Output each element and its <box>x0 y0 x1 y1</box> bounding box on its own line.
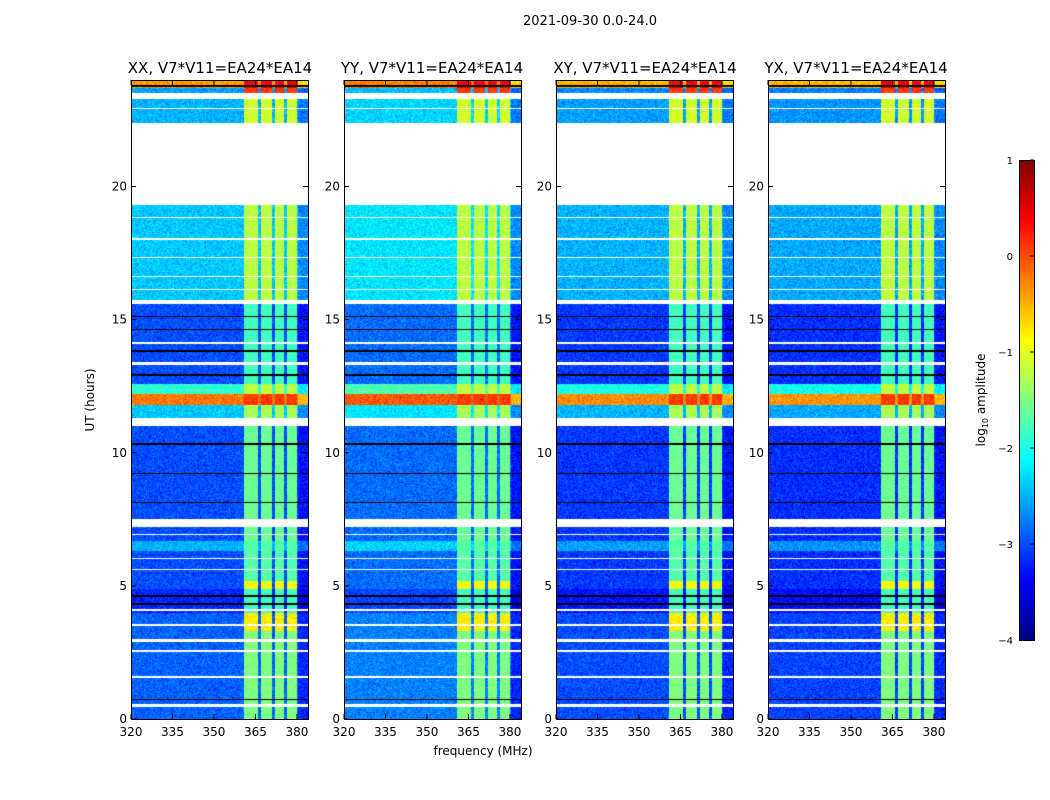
colorbar <box>1019 160 1034 640</box>
x-tick-label: 380 <box>710 725 733 739</box>
x-tick-label: 320 <box>545 725 568 739</box>
y-tick-label: 10 <box>325 446 340 460</box>
x-tick-label: 365 <box>457 725 480 739</box>
x-tick-label: 365 <box>881 725 904 739</box>
x-tick-label: 365 <box>244 725 267 739</box>
x-tick-label: 335 <box>374 725 397 739</box>
spectrogram-panel-1 <box>344 80 521 719</box>
panel-title-yy: YY, V7*V11=EA24*EA14 <box>340 59 524 77</box>
y-tick-label: 15 <box>112 313 127 327</box>
colorbar-tick-label: 0 <box>1007 252 1013 263</box>
x-axis-label: frequency (MHz) <box>433 744 533 758</box>
colorbar-tick-label: −1 <box>998 348 1013 359</box>
x-tick-label: 350 <box>203 725 226 739</box>
spectrogram-panel-3 <box>768 80 945 719</box>
y-tick-label: 0 <box>119 712 127 726</box>
y-tick-label: 10 <box>749 446 764 460</box>
panel-frame <box>768 80 946 720</box>
y-tick-label: 0 <box>756 712 764 726</box>
y-tick-label: 20 <box>112 180 127 194</box>
y-tick-label: 20 <box>749 180 764 194</box>
y-tick-label: 0 <box>544 712 552 726</box>
panel-title-xx: XX, V7*V11=EA24*EA14 <box>127 59 313 77</box>
x-tick-label: 350 <box>628 725 651 739</box>
y-tick-label: 20 <box>325 180 340 194</box>
colorbar-tick-label: 1 <box>1007 156 1013 167</box>
x-tick-label: 365 <box>669 725 692 739</box>
x-tick-label: 320 <box>333 725 356 739</box>
y-tick-label: 5 <box>544 579 552 593</box>
colorbar-tick-label: −4 <box>998 636 1013 647</box>
spectrogram-panel-0 <box>131 80 308 719</box>
colorbar-frame <box>1019 160 1035 641</box>
y-tick-label: 5 <box>119 579 127 593</box>
y-tick-label: 5 <box>332 579 340 593</box>
panel-title-yx: YX, V7*V11=EA24*EA14 <box>764 59 948 77</box>
colorbar-tick-label: −3 <box>998 540 1013 551</box>
x-tick-label: 335 <box>586 725 609 739</box>
panel-frame <box>556 80 734 720</box>
y-tick-label: 0 <box>332 712 340 726</box>
colorbar-tick-label: −2 <box>998 444 1013 455</box>
x-tick-label: 320 <box>120 725 143 739</box>
x-tick-label: 335 <box>161 725 184 739</box>
x-tick-label: 380 <box>498 725 521 739</box>
x-tick-label: 350 <box>416 725 439 739</box>
y-tick-label: 15 <box>749 313 764 327</box>
x-tick-label: 350 <box>840 725 863 739</box>
x-tick-label: 380 <box>285 725 308 739</box>
y-tick-label: 20 <box>537 180 552 194</box>
panel-frame <box>344 80 522 720</box>
y-tick-label: 15 <box>537 313 552 327</box>
x-tick-label: 320 <box>757 725 780 739</box>
x-tick-label: 380 <box>922 725 945 739</box>
y-tick-label: 5 <box>756 579 764 593</box>
x-tick-label: 335 <box>798 725 821 739</box>
figure-title: 2021-09-30 0.0-24.0 <box>523 14 657 29</box>
panel-frame <box>131 80 309 720</box>
y-tick-label: 15 <box>325 313 340 327</box>
y-tick-label: 10 <box>537 446 552 460</box>
spectrogram-panel-2 <box>556 80 733 719</box>
y-tick-label: 10 <box>112 446 127 460</box>
panel-title-xy: XY, V7*V11=EA24*EA14 <box>553 59 737 77</box>
